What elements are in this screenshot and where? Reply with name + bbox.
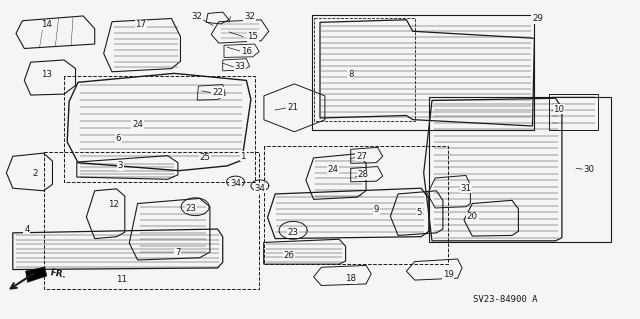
Text: 8: 8 (348, 70, 353, 79)
Text: 23: 23 (287, 228, 299, 237)
Text: 6: 6 (116, 134, 121, 143)
Text: 22: 22 (212, 88, 223, 97)
Text: 3: 3 (118, 161, 123, 170)
Text: 4: 4 (24, 225, 29, 234)
Text: 14: 14 (40, 20, 52, 29)
Text: 34: 34 (254, 184, 266, 193)
Text: 32: 32 (244, 12, 255, 21)
Text: 25: 25 (199, 153, 211, 162)
Text: 1: 1 (241, 152, 246, 161)
Text: 19: 19 (443, 271, 453, 279)
Text: 32: 32 (191, 12, 203, 21)
Text: 11: 11 (116, 275, 127, 284)
Text: 9: 9 (374, 205, 379, 214)
Text: 5: 5 (417, 208, 422, 217)
Text: 23: 23 (185, 204, 196, 213)
Polygon shape (26, 267, 47, 282)
Text: 13: 13 (40, 70, 52, 79)
Text: 21: 21 (287, 103, 298, 112)
Text: 28: 28 (357, 170, 369, 179)
Text: 29: 29 (532, 14, 543, 23)
Text: 16: 16 (241, 47, 252, 56)
Text: 7: 7 (175, 248, 180, 256)
Text: 34: 34 (230, 179, 241, 188)
Text: 10: 10 (553, 105, 564, 114)
Text: 18: 18 (345, 274, 356, 283)
Text: SV23-84900 A: SV23-84900 A (474, 295, 538, 304)
Text: 27: 27 (356, 152, 367, 161)
Text: 15: 15 (247, 32, 259, 41)
Text: 31: 31 (460, 184, 472, 193)
Text: 2: 2 (33, 169, 38, 178)
Text: 24: 24 (327, 165, 339, 174)
Text: 24: 24 (132, 120, 143, 129)
Text: 17: 17 (135, 20, 147, 29)
Text: 20: 20 (467, 212, 478, 221)
Text: 26: 26 (284, 251, 295, 260)
Text: 33: 33 (234, 63, 246, 71)
Text: FR.: FR. (49, 269, 67, 280)
Text: 30: 30 (583, 165, 595, 174)
Text: 12: 12 (108, 200, 120, 209)
